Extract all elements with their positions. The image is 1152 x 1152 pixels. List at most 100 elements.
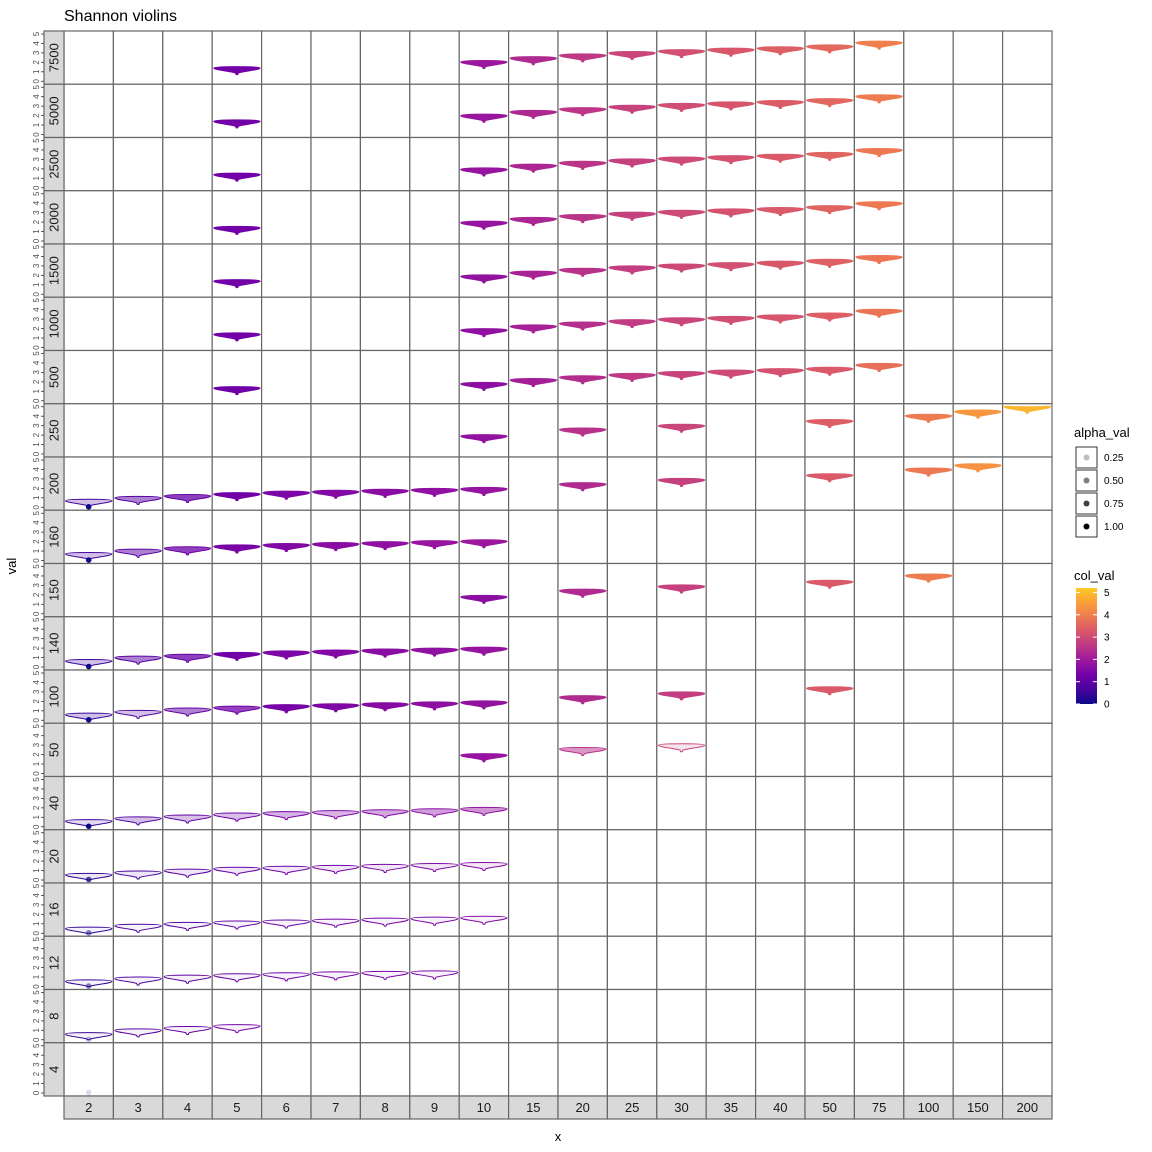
y-tick-label: 1 (32, 176, 41, 181)
violin (805, 419, 854, 429)
y-tick-label: 0 (32, 877, 41, 882)
column-strip-label: 9 (431, 1100, 438, 1115)
facet-panel (804, 83, 856, 139)
violin (707, 47, 755, 57)
facet-panel (853, 935, 905, 991)
y-tick-label: 2 (32, 1071, 41, 1076)
facet-panel (1001, 562, 1053, 618)
facet-panel (606, 456, 658, 511)
violin (707, 315, 755, 325)
violin (460, 806, 508, 816)
facet-panel (903, 349, 954, 405)
y-tick-label: 5 (32, 617, 41, 622)
column-strip-label: 3 (134, 1100, 141, 1115)
violin (608, 265, 656, 275)
y-tick-label: 4 (32, 839, 41, 844)
y-tick-label: 4 (32, 360, 41, 365)
violin (410, 916, 459, 926)
facet-panel (754, 509, 806, 565)
violin (558, 321, 607, 331)
facet-panel (804, 136, 856, 192)
facet-panel (804, 190, 856, 245)
facet-panel (63, 509, 115, 565)
violin (805, 473, 854, 483)
facet-panel (705, 403, 757, 458)
facet-panel (211, 722, 263, 778)
column-strip-label: 6 (283, 1100, 290, 1115)
violin (657, 317, 706, 327)
facet-panel (409, 829, 460, 884)
violin (805, 579, 854, 589)
color-legend-label: 5 (1104, 588, 1110, 599)
facet-panel (903, 190, 954, 245)
facet-panel (458, 669, 510, 724)
y-tick-label: 0 (32, 1037, 41, 1042)
y-tick-label: 3 (32, 742, 41, 747)
violin (114, 870, 162, 880)
facet-panel (261, 83, 312, 139)
violin (213, 386, 261, 396)
facet-panel (606, 403, 658, 458)
facet-panel (162, 83, 213, 139)
alpha-legend-label: 1.00 (1104, 522, 1124, 533)
violin (114, 495, 162, 505)
y-tick-label: 0 (32, 984, 41, 989)
facet-panel (804, 296, 856, 352)
facet-panel (458, 243, 510, 298)
facet-panel (458, 136, 510, 192)
y-tick-label: 5 (32, 244, 41, 249)
column-strip-label: 200 (1016, 1100, 1038, 1115)
facet-panel (656, 829, 707, 884)
column-strip-label: 40 (773, 1100, 787, 1115)
violin (657, 102, 706, 112)
facet-panel (804, 243, 856, 298)
facet-panel (409, 882, 460, 937)
y-tick-label: 5 (32, 510, 41, 515)
facet-panel (359, 562, 411, 618)
facet-panel (409, 1042, 460, 1097)
y-tick-label: 1 (32, 282, 41, 287)
y-tick-label: 4 (32, 254, 41, 259)
violin (163, 974, 212, 984)
single-point (85, 1089, 92, 1096)
facet-panel (952, 882, 1004, 937)
violin (707, 155, 755, 165)
column-strip-label: 35 (724, 1100, 738, 1115)
facet-panel (952, 136, 1004, 192)
facet-panel (853, 349, 905, 405)
y-tick-label: 4 (32, 41, 41, 46)
violin (805, 98, 854, 108)
y-tick-label: 1 (32, 655, 41, 660)
facet-panel (359, 988, 411, 1044)
violin (805, 151, 854, 161)
facet-panel (754, 190, 806, 245)
violin (114, 655, 162, 665)
facet-panel (952, 1042, 1004, 1097)
facet-panel (63, 456, 115, 511)
facet-panel (359, 30, 411, 85)
facet-panel (1001, 349, 1053, 405)
facet-panel (261, 509, 312, 565)
facet-panel (1001, 935, 1053, 991)
facet-panel (409, 935, 460, 991)
violin (460, 274, 508, 284)
facet-panel (310, 775, 362, 831)
facet-panel (656, 722, 707, 778)
y-tick-label: 2 (32, 645, 41, 650)
violin (311, 703, 360, 713)
y-tick-label: 1 (32, 335, 41, 340)
violin (657, 370, 706, 380)
facet-panel (458, 190, 510, 245)
violin (509, 56, 558, 66)
facet-panel (112, 988, 164, 1044)
y-tick-label: 2 (32, 166, 41, 171)
y-tick-label: 5 (32, 31, 41, 36)
single-point (85, 876, 92, 883)
violin (509, 109, 558, 119)
facet-panel (1001, 988, 1053, 1044)
facet-panel (705, 988, 757, 1044)
column-strip (1001, 1095, 1053, 1120)
facet-panel (754, 562, 806, 618)
y-tick-label: 0 (32, 504, 41, 509)
facet-panel (754, 30, 806, 85)
